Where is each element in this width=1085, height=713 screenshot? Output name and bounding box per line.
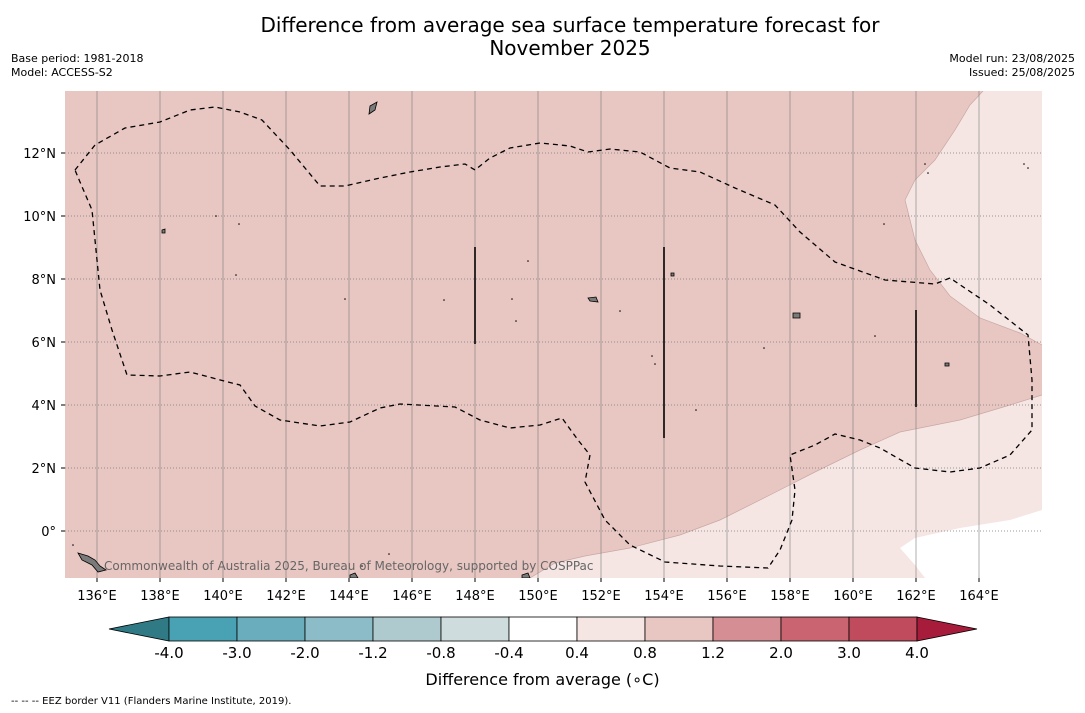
anomaly-zone-neutral (900, 510, 1042, 578)
island-kosrae (944, 362, 950, 367)
latitude-tick-labels: 12°N 10°N 8°N 6°N 4°N 2°N 0° (23, 147, 65, 540)
lon-tick-label: 152°E (581, 589, 621, 604)
anomaly-zone-0p4-0p8-south (530, 395, 1042, 578)
colorbar-extend-high (916, 616, 978, 642)
lat-tick-label: 12°N (23, 147, 56, 162)
lat-tick-label: 8°N (32, 273, 57, 288)
colorbar-segment (576, 616, 646, 642)
model-info: Base period: 1981-2018 Model: ACCESS-S2 (11, 52, 143, 80)
island-palau (77, 552, 107, 573)
colorbar-tick-label: -1.2 (358, 644, 387, 662)
colorbar-segment (304, 616, 374, 642)
island-ulithi (161, 228, 166, 234)
island-png (521, 572, 531, 578)
colorbar-tick-label: -2.0 (290, 644, 319, 662)
model-run-date: Model run: 23/08/2025 (949, 52, 1075, 65)
island-pohnpei (792, 312, 801, 319)
eez-border-palau-fsm (74, 106, 1033, 569)
colorbar-segment (644, 616, 714, 642)
contour-edge (904, 91, 1042, 346)
lon-tick-label: 160°E (833, 589, 873, 604)
model-name: Model: ACCESS-S2 (11, 66, 113, 79)
lon-tick-label: 164°E (959, 589, 999, 604)
colorbar-segment (168, 616, 238, 642)
chart-title: Difference from average sea surface temp… (0, 14, 1085, 60)
eez-footnote: -- -- -- EEZ border V11 (Flanders Marine… (11, 696, 292, 707)
lat-tick-label: 0° (41, 525, 56, 540)
colorbar-tick-label: -4.0 (154, 644, 183, 662)
colorbar-tick-label: 0.8 (633, 644, 657, 662)
colorbar-segment (848, 616, 918, 642)
lat-tick-label: 6°N (32, 336, 57, 351)
lon-tick-label: 148°E (455, 589, 495, 604)
colorbar-extend-low (108, 616, 170, 642)
colorbar-tick-label: 0.4 (565, 644, 589, 662)
contour-edge-south (529, 394, 1042, 578)
colorbar-tick-label: 2.0 (769, 644, 793, 662)
lon-tick-label: 150°E (518, 589, 558, 604)
colorbar-tick-label: -0.4 (494, 644, 523, 662)
graticule (65, 91, 1042, 578)
island-chuuk (587, 296, 599, 303)
islands (77, 101, 950, 578)
lon-tick-label: 144°E (329, 589, 369, 604)
lon-tick-label: 154°E (644, 589, 684, 604)
lat-tick-label: 10°N (23, 210, 56, 225)
colorbar-tick-label: 1.2 (701, 644, 725, 662)
lon-tick-label: 140°E (203, 589, 243, 604)
colorbar-tick-label: -0.8 (426, 644, 455, 662)
colorbar-segment (780, 616, 850, 642)
lon-tick-label: 156°E (707, 589, 747, 604)
lon-tick-label: 158°E (770, 589, 810, 604)
lon-tick-label: 162°E (896, 589, 936, 604)
copyright-notice: Commonwealth of Australia 2025, Bureau o… (104, 559, 594, 573)
colorbar-segment (508, 616, 578, 642)
base-period: Base period: 1981-2018 (11, 52, 144, 65)
colorbar-tick-label: 3.0 (837, 644, 861, 662)
colorbar-tick-labels: -4.0 -3.0 -2.0 -1.2 -0.8 -0.4 0.4 0.8 1.2 2.0 3.0 4… (154, 644, 929, 662)
lat-tick-label: 4°N (32, 399, 57, 414)
run-info: Model run: 23/08/2025 Issued: 25/08/2025 (949, 52, 1075, 80)
title-line-1: Difference from average sea surface temp… (260, 13, 880, 37)
longitude-tick-labels: 136°E 138°E 140°E 142°E 144°E 146°E 148°E 150°E… (77, 578, 999, 604)
colorbar-segment (440, 616, 510, 642)
island-guam (368, 101, 378, 115)
colorbar-segment (712, 616, 782, 642)
colorbar-tick-label: 4.0 (905, 644, 929, 662)
map-area (65, 91, 1042, 578)
lon-tick-label: 138°E (140, 589, 180, 604)
title-line-2: November 2025 (489, 36, 651, 60)
colorbar-tick-label: -3.0 (222, 644, 251, 662)
colorbar (108, 616, 978, 642)
lon-tick-label: 136°E (77, 589, 117, 604)
atolls (72, 163, 1029, 567)
island-satawal (670, 272, 675, 277)
issued-date: Issued: 25/08/2025 (968, 66, 1075, 79)
colorbar-segment (372, 616, 442, 642)
island-png-west (349, 572, 359, 578)
colorbar-segment (236, 616, 306, 642)
colorbar-label: Difference from average (∘C) (425, 670, 660, 689)
lon-tick-label: 142°E (266, 589, 306, 604)
lat-tick-label: 2°N (32, 462, 57, 477)
lon-tick-label: 146°E (392, 589, 432, 604)
